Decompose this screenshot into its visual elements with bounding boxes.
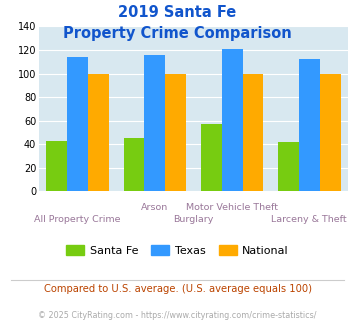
Bar: [222, 49, 242, 191]
Bar: [320, 74, 340, 191]
Bar: [299, 59, 320, 191]
Bar: [242, 74, 263, 191]
Text: Burglary: Burglary: [173, 215, 214, 224]
Text: Property Crime Comparison: Property Crime Comparison: [63, 26, 292, 41]
Bar: [88, 74, 109, 191]
Text: Compared to U.S. average. (U.S. average equals 100): Compared to U.S. average. (U.S. average …: [44, 284, 311, 294]
Bar: [144, 55, 165, 191]
Bar: [165, 74, 186, 191]
Bar: [67, 57, 88, 191]
Text: Motor Vehicle Theft: Motor Vehicle Theft: [186, 203, 278, 212]
Text: Arson: Arson: [141, 203, 169, 212]
Text: Larceny & Theft: Larceny & Theft: [272, 215, 347, 224]
Text: All Property Crime: All Property Crime: [34, 215, 121, 224]
Bar: [278, 142, 299, 191]
Bar: [201, 124, 222, 191]
Bar: [47, 141, 67, 191]
Text: © 2025 CityRating.com - https://www.cityrating.com/crime-statistics/: © 2025 CityRating.com - https://www.city…: [38, 311, 317, 320]
Bar: [124, 138, 144, 191]
Text: 2019 Santa Fe: 2019 Santa Fe: [118, 5, 237, 20]
Legend: Santa Fe, Texas, National: Santa Fe, Texas, National: [62, 241, 293, 260]
